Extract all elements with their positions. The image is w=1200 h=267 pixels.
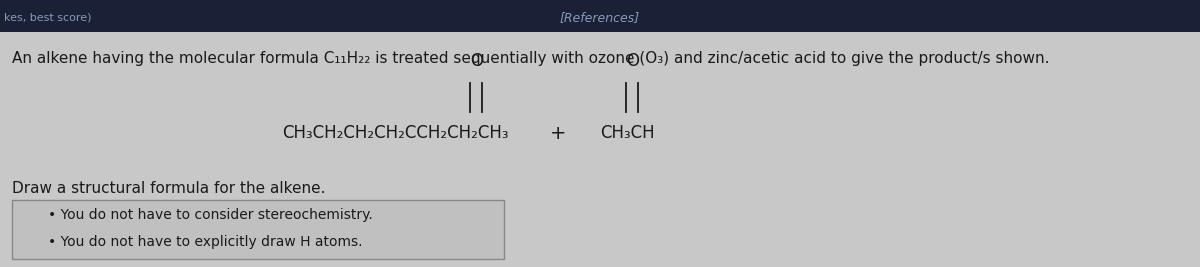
Text: [References]: [References] — [560, 11, 640, 24]
Text: kes, best score): kes, best score) — [4, 12, 91, 22]
Text: Draw a structural formula for the alkene.: Draw a structural formula for the alkene… — [12, 181, 325, 196]
Text: CH₃CH: CH₃CH — [600, 124, 655, 143]
Text: • You do not have to consider stereochemistry.: • You do not have to consider stereochem… — [48, 208, 373, 222]
Text: CH₃CH₂CH₂CH₂CCH₂CH₂CH₃: CH₃CH₂CH₂CH₂CCH₂CH₂CH₃ — [282, 124, 509, 143]
Text: O: O — [470, 52, 482, 70]
Bar — [0, 0, 1200, 32]
Text: An alkene having the molecular formula C₁₁H₂₂ is treated sequentially with ozone: An alkene having the molecular formula C… — [12, 51, 1050, 66]
Bar — [12, 200, 504, 259]
Text: +: + — [550, 124, 566, 143]
Text: O: O — [626, 52, 638, 70]
Text: • You do not have to explicitly draw H atoms.: • You do not have to explicitly draw H a… — [48, 235, 362, 249]
